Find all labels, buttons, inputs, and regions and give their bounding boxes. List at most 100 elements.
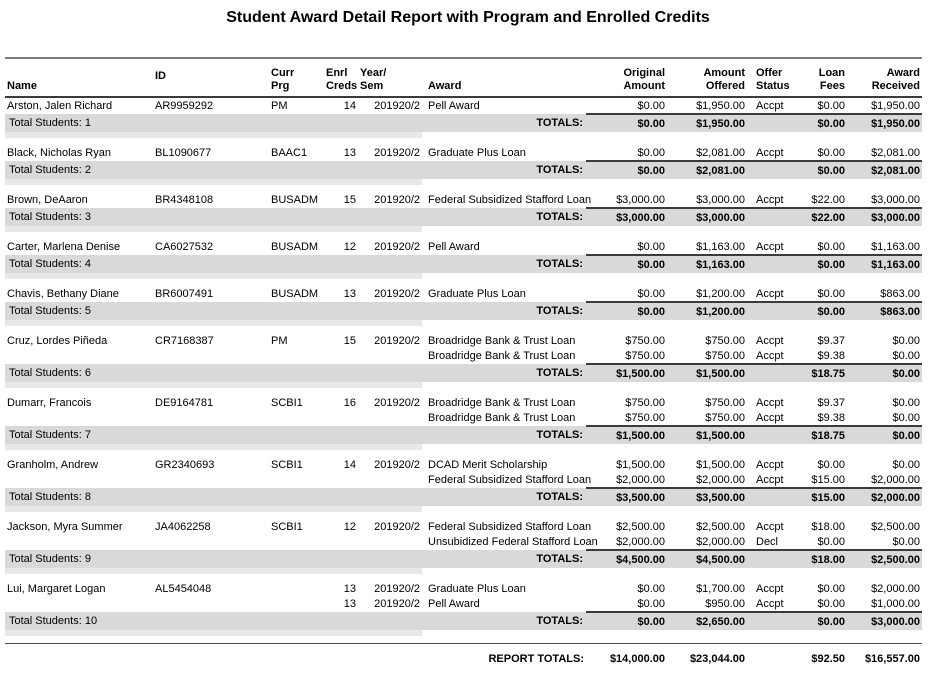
student-id [153, 534, 269, 550]
totals-loan-fees: $0.00 [801, 611, 847, 630]
gap-cell [5, 574, 922, 581]
total-students-label: Total Students: 8 [5, 488, 422, 506]
header-line-1: Offer [756, 66, 783, 79]
enrl-creds: 13 [343, 582, 356, 595]
group-separator [5, 506, 922, 512]
separator-bar [5, 320, 422, 326]
report-totals-label: REPORT TOTALS: [488, 653, 584, 665]
award-received: $2,000.00 [871, 582, 920, 595]
header-line-2: Status [756, 80, 790, 93]
student-name [5, 534, 153, 550]
group-totals-row: Total Students: 3 TOTALS: $3,000.00 $3,000.… [5, 207, 922, 226]
loan-fees: $9.38 [817, 411, 845, 424]
totals-loan-fees: $18.75 [801, 363, 847, 382]
original-amount: $750.00 [625, 411, 665, 424]
separator-bar [5, 444, 422, 450]
totals-offer-status [747, 160, 801, 179]
totals-offer-status [747, 254, 801, 273]
student-name: Jackson, Myra Summer [7, 520, 123, 533]
award-name: Unsubidized Federal Stafford Loan [428, 536, 598, 548]
totals-original-amount: $0.00 [586, 113, 667, 132]
award-received: $0.00 [892, 535, 920, 548]
original-amount: $0.00 [637, 582, 665, 595]
year-sem: 201920/2 [374, 458, 420, 471]
offer-status: Accpt [756, 99, 784, 112]
totals-amount-offered: $2,650.00 [667, 611, 747, 630]
col-header-id: ID [153, 57, 269, 98]
original-amount: $3,000.00 [616, 193, 665, 206]
group-totals-row: Total Students: 6 TOTALS: $1,500.00 $1,500.… [5, 363, 922, 382]
student-id [153, 410, 269, 426]
original-amount: $0.00 [637, 287, 665, 300]
report-rule-row [5, 643, 922, 649]
award-row: Unsubidized Federal Stafford Loan $2,000.… [5, 534, 922, 550]
year-sem: 201920/2 [374, 520, 420, 533]
header-line-2: Received [871, 80, 920, 93]
award-row: Broadridge Bank & Trust Loan $750.00 $750.… [5, 410, 922, 426]
totals-amount-offered: $4,500.00 [667, 549, 747, 568]
gap-cell [5, 326, 922, 333]
award-row: 13 201920/2 Pell Award $0.00 $950.00 Accpt $0.… [5, 596, 922, 612]
group-gap [5, 185, 922, 192]
loan-fees: $0.00 [817, 99, 845, 112]
award-row: Brown, DeAaron BR4348108 BUSADM 15 201920/2 F… [5, 192, 922, 208]
col-header-year-sem: Year/Sem [358, 57, 422, 98]
gap-cell [5, 232, 922, 239]
curr-prg: SCBI1 [271, 458, 303, 471]
year-sem: 201920/2 [374, 241, 420, 253]
group-gap [5, 636, 922, 644]
award-received: $863.00 [880, 287, 920, 300]
report-footer: REPORT TOTALS: $14,000.00 $23,044.00 $92… [5, 643, 922, 670]
totals-amount-offered: $3,500.00 [667, 487, 747, 506]
totals-label: TOTALS: [422, 550, 586, 568]
student-name [5, 472, 153, 488]
loan-fees: $9.37 [817, 396, 845, 409]
student-id: BR6007491 [155, 288, 214, 300]
group-totals-row: Total Students: 10 TOTALS: $0.00 $2,650.00 $… [5, 611, 922, 630]
curr-prg: PM [271, 100, 288, 112]
totals-original-amount: $1,500.00 [586, 425, 667, 444]
award-row: Chavis, Bethany Diane BR6007491 BUSADM 13 20… [5, 286, 922, 302]
offer-status: Accpt [756, 582, 784, 595]
header-line-1: Enrl [326, 66, 348, 79]
totals-label: TOTALS: [422, 161, 586, 179]
totals-award-received: $0.00 [847, 425, 922, 444]
amount-offered: $950.00 [705, 597, 745, 610]
header-line-2: Prg [271, 80, 290, 93]
student-id: BR4348108 [155, 194, 214, 206]
student-id: BL1090677 [155, 147, 212, 159]
offer-status: Decl [756, 535, 779, 548]
award-row: Granholm, Andrew GR2340693 SCBI1 14 201920/2… [5, 457, 922, 472]
year-sem [358, 472, 422, 488]
student-name: Brown, DeAaron [7, 194, 88, 206]
total-students-label: Total Students: 4 [5, 255, 422, 273]
total-students-label: Total Students: 10 [5, 612, 422, 630]
loan-fees: $0.00 [817, 287, 845, 300]
student-name: Chavis, Bethany Diane [7, 288, 119, 300]
award-name: Broadridge Bank & Trust Loan [428, 350, 576, 362]
loan-fees: $0.00 [817, 597, 845, 610]
enrl-creds: 13 [343, 288, 356, 300]
award-name: Pell Award [428, 598, 480, 610]
totals-offer-status [747, 487, 801, 506]
total-students-label: Total Students: 2 [5, 161, 422, 179]
offer-status: Accpt [756, 458, 784, 471]
original-amount: $0.00 [637, 146, 665, 159]
header-line-1: Amount [703, 66, 745, 79]
original-amount: $0.00 [637, 597, 665, 610]
report-total-original-amount: $14,000.00 [609, 653, 665, 665]
totals-original-amount: $4,500.00 [586, 549, 667, 568]
report-table-body: Arston, Jalen Richard AR9959292 PM 14 201920… [5, 97, 922, 644]
award-row: Black, Nicholas Ryan BL1090677 BAAC1 13 2019… [5, 145, 922, 161]
student-name: Cruz, Lordes Piñeda [7, 334, 108, 347]
loan-fees: $0.00 [817, 458, 845, 471]
award-row: Carter, Marlena Denise CA6027532 BUSADM 12 2… [5, 239, 922, 255]
table-header: Name ID Curr Prg Enrl Creds Year/Sem Award… [5, 57, 922, 98]
student-name: Granholm, Andrew [7, 458, 99, 471]
student-name: Lui, Margaret Logan [7, 582, 106, 595]
totals-offer-status [747, 611, 801, 630]
report-total-amount-offered: $23,044.00 [689, 653, 745, 665]
group-separator [5, 444, 922, 450]
totals-label: TOTALS: [422, 426, 586, 444]
award-received: $2,500.00 [871, 520, 920, 533]
